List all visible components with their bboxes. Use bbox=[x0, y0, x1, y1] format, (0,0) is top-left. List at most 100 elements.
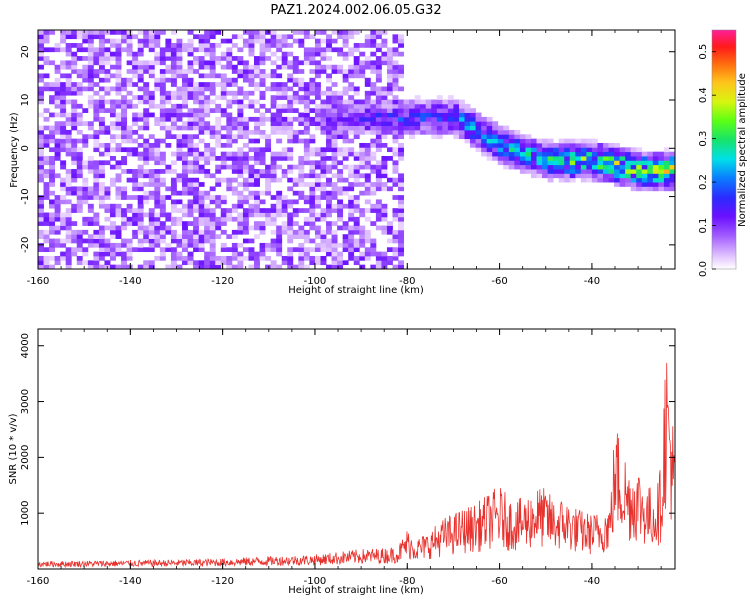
heatmap-cell bbox=[65, 173, 72, 179]
heatmap-cell bbox=[143, 247, 150, 253]
heatmap-cell bbox=[326, 34, 332, 40]
heatmap-cell bbox=[87, 69, 94, 74]
heatmap-cell bbox=[326, 169, 332, 174]
heatmap-cell bbox=[530, 164, 537, 170]
heatmap-cell bbox=[475, 138, 482, 144]
heatmap-cell bbox=[154, 121, 161, 126]
heatmap-cell bbox=[209, 108, 216, 113]
heatmap-cell bbox=[359, 99, 366, 105]
heatmap-cell bbox=[298, 169, 305, 174]
heatmap-cell bbox=[121, 125, 128, 131]
heatmap-cell bbox=[353, 90, 360, 96]
heatmap-cell bbox=[49, 138, 56, 144]
heatmap-cell bbox=[636, 169, 643, 174]
heatmap-cell bbox=[76, 112, 83, 118]
heatmap-cell bbox=[54, 90, 61, 96]
colorbar-ticks: 0.00.10.20.30.40.5 bbox=[698, 44, 716, 277]
heatmap-cell bbox=[198, 95, 205, 100]
heatmap-cell bbox=[209, 34, 216, 40]
heatmap-cell bbox=[237, 260, 244, 266]
heatmap-cell bbox=[381, 129, 388, 135]
heatmap-cell bbox=[375, 112, 382, 118]
heatmap-cell bbox=[309, 225, 316, 231]
heatmap-cell bbox=[231, 190, 238, 196]
heatmap-cell bbox=[193, 34, 200, 40]
heatmap-cell bbox=[392, 134, 399, 140]
heatmap-cell bbox=[254, 129, 260, 135]
heatmap-cell bbox=[503, 156, 510, 161]
heatmap-cell bbox=[359, 264, 366, 269]
heatmap-cell bbox=[115, 208, 122, 213]
heatmap-cell bbox=[176, 138, 183, 144]
heatmap-cell bbox=[575, 173, 582, 179]
heatmap-cell bbox=[159, 116, 166, 122]
heatmap-cell bbox=[71, 251, 78, 257]
heatmap-cell bbox=[82, 221, 89, 226]
heatmap-cell bbox=[65, 199, 72, 205]
heatmap-cell bbox=[143, 199, 150, 205]
heatmap-cell bbox=[137, 86, 144, 92]
heatmap-cell bbox=[154, 103, 161, 109]
heatmap-cell bbox=[580, 169, 587, 174]
heatmap-cell bbox=[242, 151, 249, 157]
heatmap-cell bbox=[71, 69, 78, 74]
heatmap-cell bbox=[292, 90, 299, 96]
heatmap-cell bbox=[71, 186, 78, 192]
heatmap-cell bbox=[359, 108, 366, 113]
heatmap-cell bbox=[54, 208, 61, 213]
heatmap-cell bbox=[93, 251, 100, 257]
heatmap-cell bbox=[43, 138, 50, 144]
heatmap-cell bbox=[204, 64, 211, 70]
heatmap-cell bbox=[242, 69, 249, 74]
heatmap-cell bbox=[348, 251, 355, 257]
heatmap-cell bbox=[525, 156, 532, 161]
heatmap-cell bbox=[165, 134, 172, 140]
heatmap-cell bbox=[542, 160, 548, 166]
heatmap-ytick-label: 20 bbox=[20, 45, 31, 58]
heatmap-cell bbox=[281, 151, 288, 157]
heatmap-cell bbox=[237, 229, 244, 235]
heatmap-cell bbox=[259, 121, 266, 126]
heatmap-cell bbox=[398, 208, 404, 213]
heatmap-cell bbox=[143, 99, 150, 105]
heatmap-cell bbox=[43, 156, 50, 161]
heatmap-cell bbox=[60, 47, 67, 53]
heatmap-cell bbox=[420, 103, 427, 109]
heatmap-cell bbox=[292, 116, 299, 122]
colorbar-label: Normalized spectral amplitude bbox=[737, 73, 748, 227]
heatmap-cell bbox=[226, 142, 233, 148]
heatmap-cell bbox=[193, 190, 200, 196]
heatmap-cell bbox=[254, 208, 260, 213]
heatmap-cell bbox=[248, 169, 255, 174]
heatmap-cell bbox=[98, 34, 105, 40]
heatmap-cell bbox=[76, 138, 83, 144]
heatmap-cell bbox=[65, 238, 72, 244]
heatmap-cell bbox=[154, 160, 161, 166]
heatmap-cell bbox=[348, 112, 355, 118]
heatmap-cell bbox=[287, 238, 294, 244]
heatmap-cell bbox=[348, 164, 355, 170]
heatmap-cell bbox=[287, 177, 294, 183]
heatmap-cell bbox=[625, 177, 632, 183]
heatmap-cell bbox=[309, 51, 316, 57]
heatmap-cell bbox=[342, 90, 349, 96]
heatmap-cell bbox=[370, 142, 377, 148]
heatmap-cell bbox=[71, 43, 78, 48]
heatmap-cell bbox=[182, 234, 188, 239]
heatmap-cell bbox=[602, 151, 609, 157]
heatmap-cell bbox=[348, 125, 355, 131]
heatmap-cell bbox=[65, 138, 72, 144]
heatmap-cell bbox=[132, 82, 139, 87]
heatmap-cell bbox=[458, 125, 465, 131]
heatmap-cell bbox=[98, 142, 105, 148]
heatmap-cell bbox=[43, 60, 50, 66]
heatmap-cell bbox=[359, 64, 366, 70]
heatmap-cell bbox=[320, 186, 327, 192]
heatmap-cell bbox=[658, 182, 665, 187]
heatmap-cell bbox=[353, 43, 360, 48]
heatmap-cell bbox=[320, 121, 327, 126]
heatmap-cell bbox=[148, 34, 155, 40]
heatmap-cell bbox=[126, 195, 133, 200]
heatmap-cell bbox=[481, 121, 488, 126]
heatmap-cell bbox=[326, 47, 332, 53]
